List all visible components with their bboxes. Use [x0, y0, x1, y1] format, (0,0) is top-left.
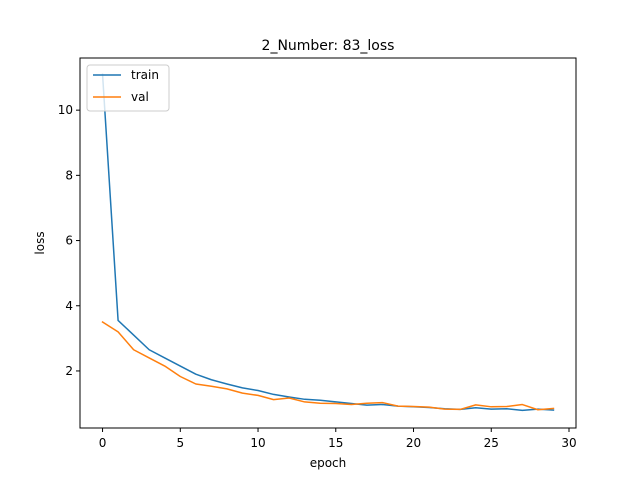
y-axis-label: loss — [33, 231, 47, 254]
x-tick-label: 0 — [99, 436, 107, 450]
x-tick-label: 15 — [328, 436, 343, 450]
y-tick-label: 6 — [65, 234, 73, 248]
x-tick-label: 10 — [250, 436, 265, 450]
x-tick-label: 30 — [561, 436, 576, 450]
x-axis-label: epoch — [310, 456, 347, 470]
legend-label-val: val — [131, 90, 149, 104]
y-tick-label: 4 — [65, 299, 73, 313]
x-axis-ticks: 0 5 10 15 20 25 30 — [99, 428, 577, 450]
x-tick-label: 5 — [176, 436, 184, 450]
y-tick-label: 10 — [58, 103, 73, 117]
chart-title: 2_Number: 83_loss — [262, 38, 395, 54]
series-line-train — [101, 73, 555, 412]
series-line-val — [101, 321, 555, 411]
legend-box — [86, 64, 170, 112]
x-tick-label: 25 — [484, 436, 499, 450]
legend-label-train: train — [131, 68, 159, 82]
plot-frame — [79, 57, 577, 429]
y-axis-ticks: 2 4 6 8 10 — [58, 103, 80, 378]
x-tick-label: 20 — [406, 436, 421, 450]
y-tick-label: 8 — [65, 168, 73, 182]
legend: train val — [86, 64, 170, 112]
y-tick-label: 2 — [65, 364, 73, 378]
series-lines — [101, 73, 555, 412]
